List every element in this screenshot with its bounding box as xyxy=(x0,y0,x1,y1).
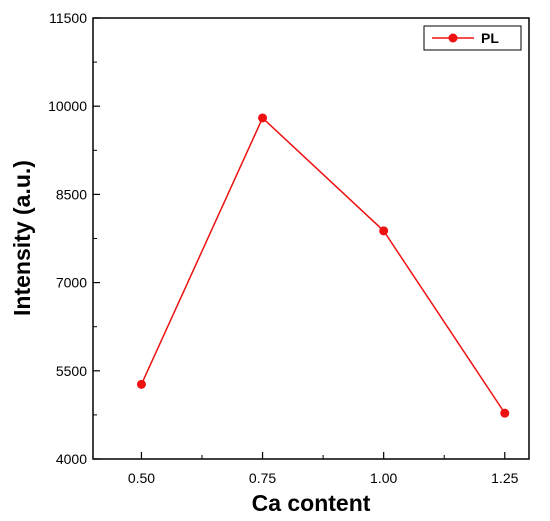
series-line-pl xyxy=(140,116,506,414)
x-tick-label: 1.25 xyxy=(491,470,518,486)
y-tick-label: 10000 xyxy=(48,98,87,114)
data-point xyxy=(500,408,510,418)
data-point xyxy=(258,113,268,123)
y-axis-ticks: 4000 5500 7000 8500 10000 11500 xyxy=(48,10,100,467)
x-tick-label: 1.00 xyxy=(370,470,397,486)
data-point xyxy=(379,226,389,236)
y-tick-label: 5500 xyxy=(56,363,87,379)
legend-label: PL xyxy=(481,30,499,46)
y-tick-label: 4000 xyxy=(56,451,87,467)
legend: PL xyxy=(423,25,522,51)
plot-frame xyxy=(92,17,530,460)
data-point xyxy=(136,379,146,389)
y-tick-label: 11500 xyxy=(49,10,87,26)
x-tick-label: 0.75 xyxy=(249,470,276,486)
y-axis-label: Intensity (a.u.) xyxy=(9,160,35,316)
series-layer xyxy=(136,113,510,418)
x-axis-ticks: 0.50 0.75 1.00 1.25 xyxy=(128,452,519,486)
y-tick-label: 7000 xyxy=(56,275,87,291)
x-tick-label: 0.50 xyxy=(128,470,155,486)
x-axis-label: Ca content xyxy=(252,490,371,516)
legend-marker xyxy=(448,33,458,43)
y-tick-label: 8500 xyxy=(56,186,87,202)
